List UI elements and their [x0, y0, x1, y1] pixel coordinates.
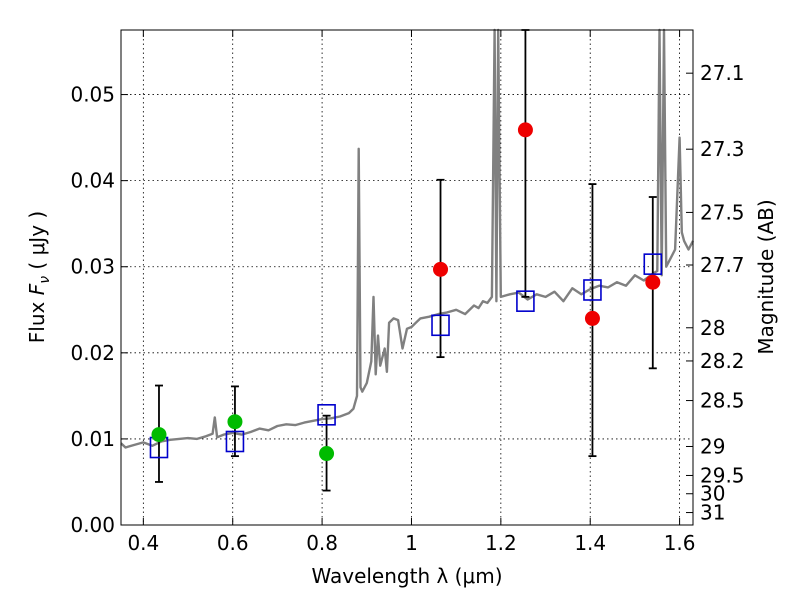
y-tick-label: 0.03: [70, 255, 115, 279]
observed-point: [151, 427, 167, 443]
y2-tick-label: 30: [700, 482, 725, 506]
y2-axis-label: Magnitude (AB): [754, 199, 778, 354]
model-point: [431, 314, 450, 337]
observed-point: [517, 122, 533, 138]
y2-tick-label: 29: [700, 434, 725, 458]
x-axis-label: Wavelength λ (μm): [311, 564, 502, 588]
y-axis-label-symbol: F: [25, 283, 49, 295]
ticks: [121, 30, 693, 526]
model-point: [643, 253, 663, 275]
x-tick-label: 0.4: [127, 531, 159, 555]
model-point: [516, 290, 535, 312]
y2-tick-label: 27.7: [700, 253, 745, 277]
x-tick-label: 0.6: [217, 531, 249, 555]
y-tick-label: 0.05: [70, 83, 115, 107]
observed-point: [227, 414, 243, 430]
plot-frame: [120, 29, 694, 526]
x-tick-label: 1.2: [485, 531, 517, 555]
y-axis-label-subscript: ν: [37, 276, 53, 284]
y-axis-label-prefix: Flux: [25, 295, 49, 343]
observed-layer: [151, 122, 661, 462]
y-tick-label: 0.00: [70, 513, 115, 537]
observed-point: [433, 261, 449, 277]
model-point: [317, 404, 336, 426]
x-tick-label: 1.4: [574, 531, 606, 555]
y2-tick-label: 27.3: [700, 137, 745, 161]
y2-tick-label: 29.5: [700, 463, 745, 487]
y2-tick-label: 28: [700, 316, 725, 340]
y-axis-label: Flux Fν ( μJy ): [25, 211, 53, 343]
observed-point: [319, 446, 335, 462]
y2-tick-label: 28.2: [700, 349, 745, 373]
model-point: [583, 279, 602, 301]
x-tick-label: 1.6: [664, 531, 696, 555]
x-tick-label: 1: [405, 531, 418, 555]
y2-tick-label: 28.5: [700, 389, 745, 413]
tick-labels: 0.4 0.6 0.8 1 1.2 1.4 1.6 0.00 0.01 0.02 0.03 0.04 0…: [70, 61, 744, 555]
y-tick-label: 0.02: [70, 341, 115, 365]
model-point: [225, 430, 245, 453]
x-tick-label: 0.8: [306, 531, 338, 555]
observed-point: [584, 310, 600, 326]
y-tick-label: 0.01: [70, 427, 115, 451]
y2-tick-label: 27.5: [700, 200, 745, 224]
y-axis-label-suffix: ( μJy ): [25, 211, 49, 276]
y2-tick-label: 27.1: [700, 61, 745, 85]
observed-point: [645, 274, 661, 290]
y2-tick-label: 31: [700, 501, 725, 525]
y-tick-label: 0.04: [70, 169, 115, 193]
